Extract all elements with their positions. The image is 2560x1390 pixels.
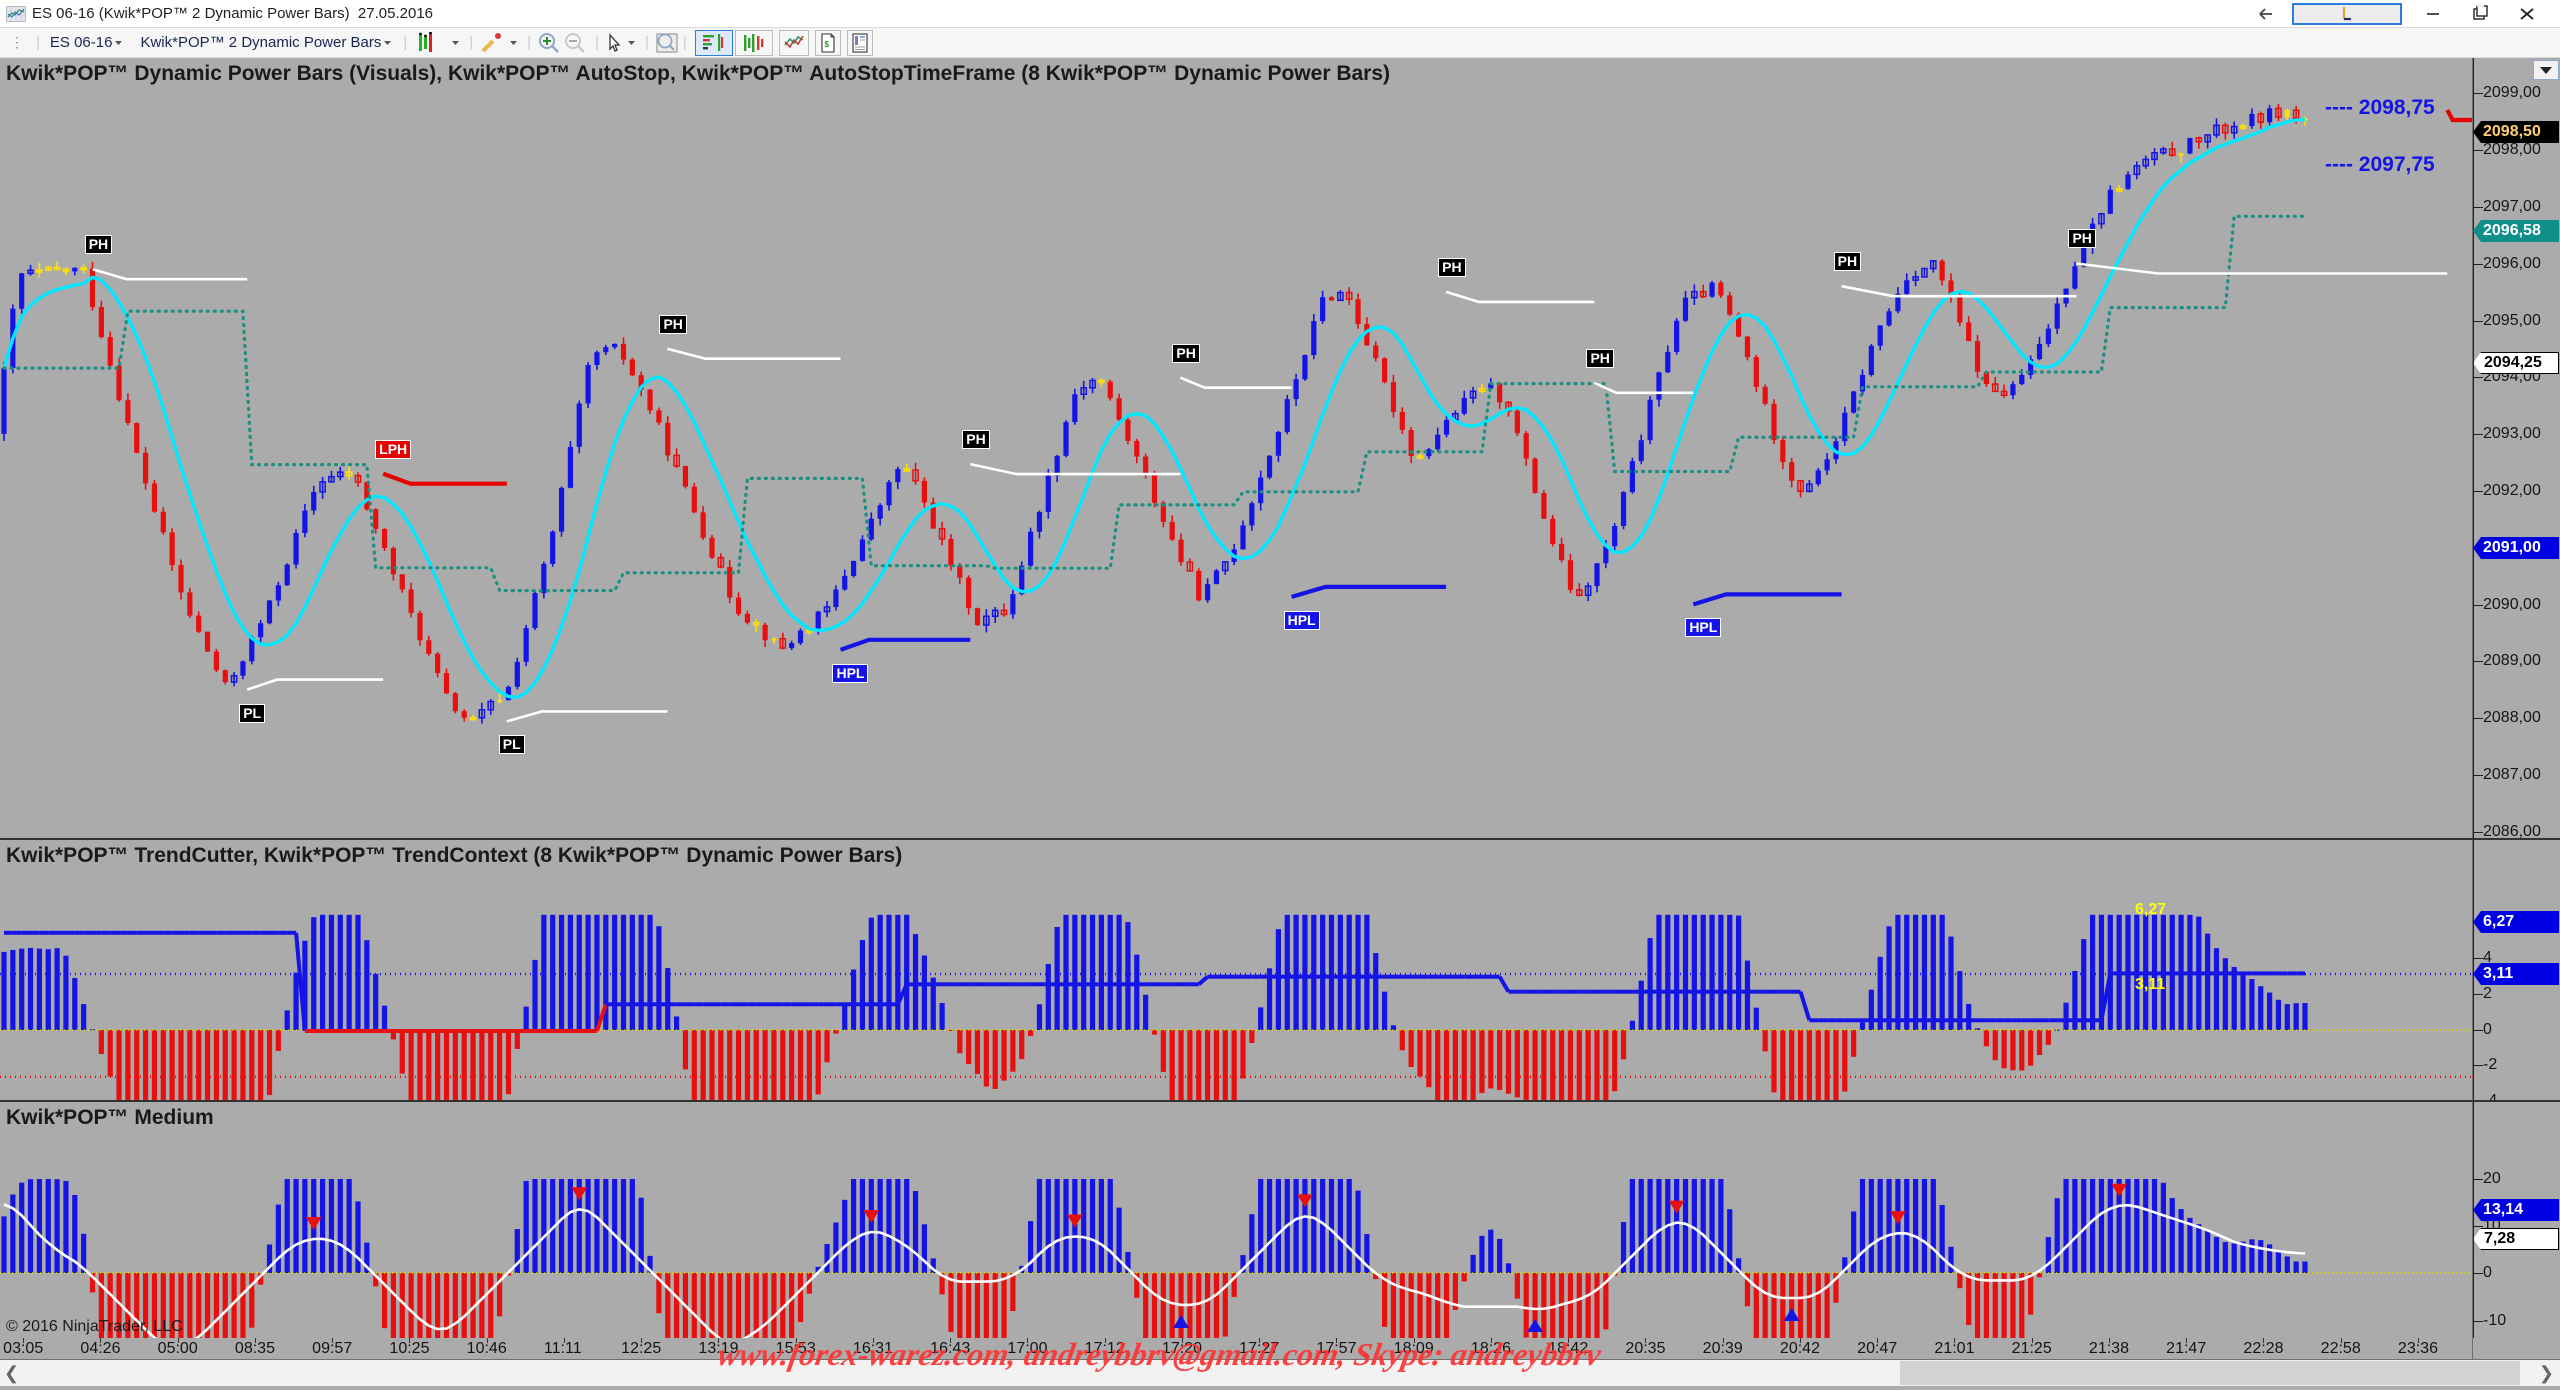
svg-text:$: $: [824, 40, 829, 49]
